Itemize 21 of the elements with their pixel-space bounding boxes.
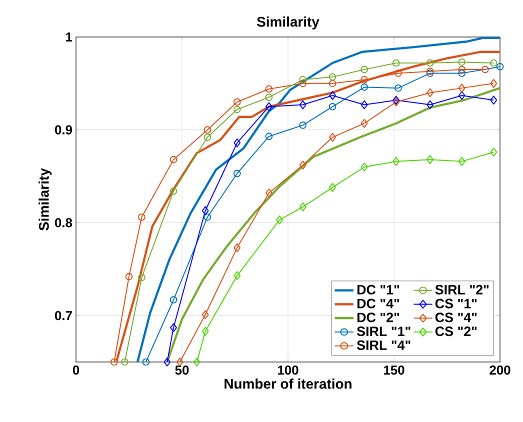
legend-label: CS "4" [435,312,477,322]
y-tick-label: 0.7 [54,310,72,320]
legend-label: DC "2" [357,312,400,322]
x-tick-label: 150 [384,366,404,375]
legend-label: SIRL "4" [356,340,410,350]
x-tick-label: 50 [175,366,189,375]
y-tick-label: 1 [66,32,72,42]
y-tick-label: 0.8 [54,218,72,228]
x-tick-label: 200 [490,366,510,375]
y-axis-title: Similarity [38,168,52,230]
chart-title: Similarity [257,16,320,30]
x-tick-label: 100 [278,366,298,375]
y-tick-label: 0.9 [54,125,72,134]
x-axis-title: Number of iteration [224,378,352,389]
legend-label: DC "4" [357,298,400,308]
legend-label: SIRL "2" [435,284,489,294]
x-tick-label: 0 [72,366,80,375]
legend-label: DC "1" [357,284,400,294]
legend-label: SIRL "1" [356,326,410,336]
legend-label: CS "2" [435,326,477,336]
legend-label: CS "1" [435,298,477,308]
